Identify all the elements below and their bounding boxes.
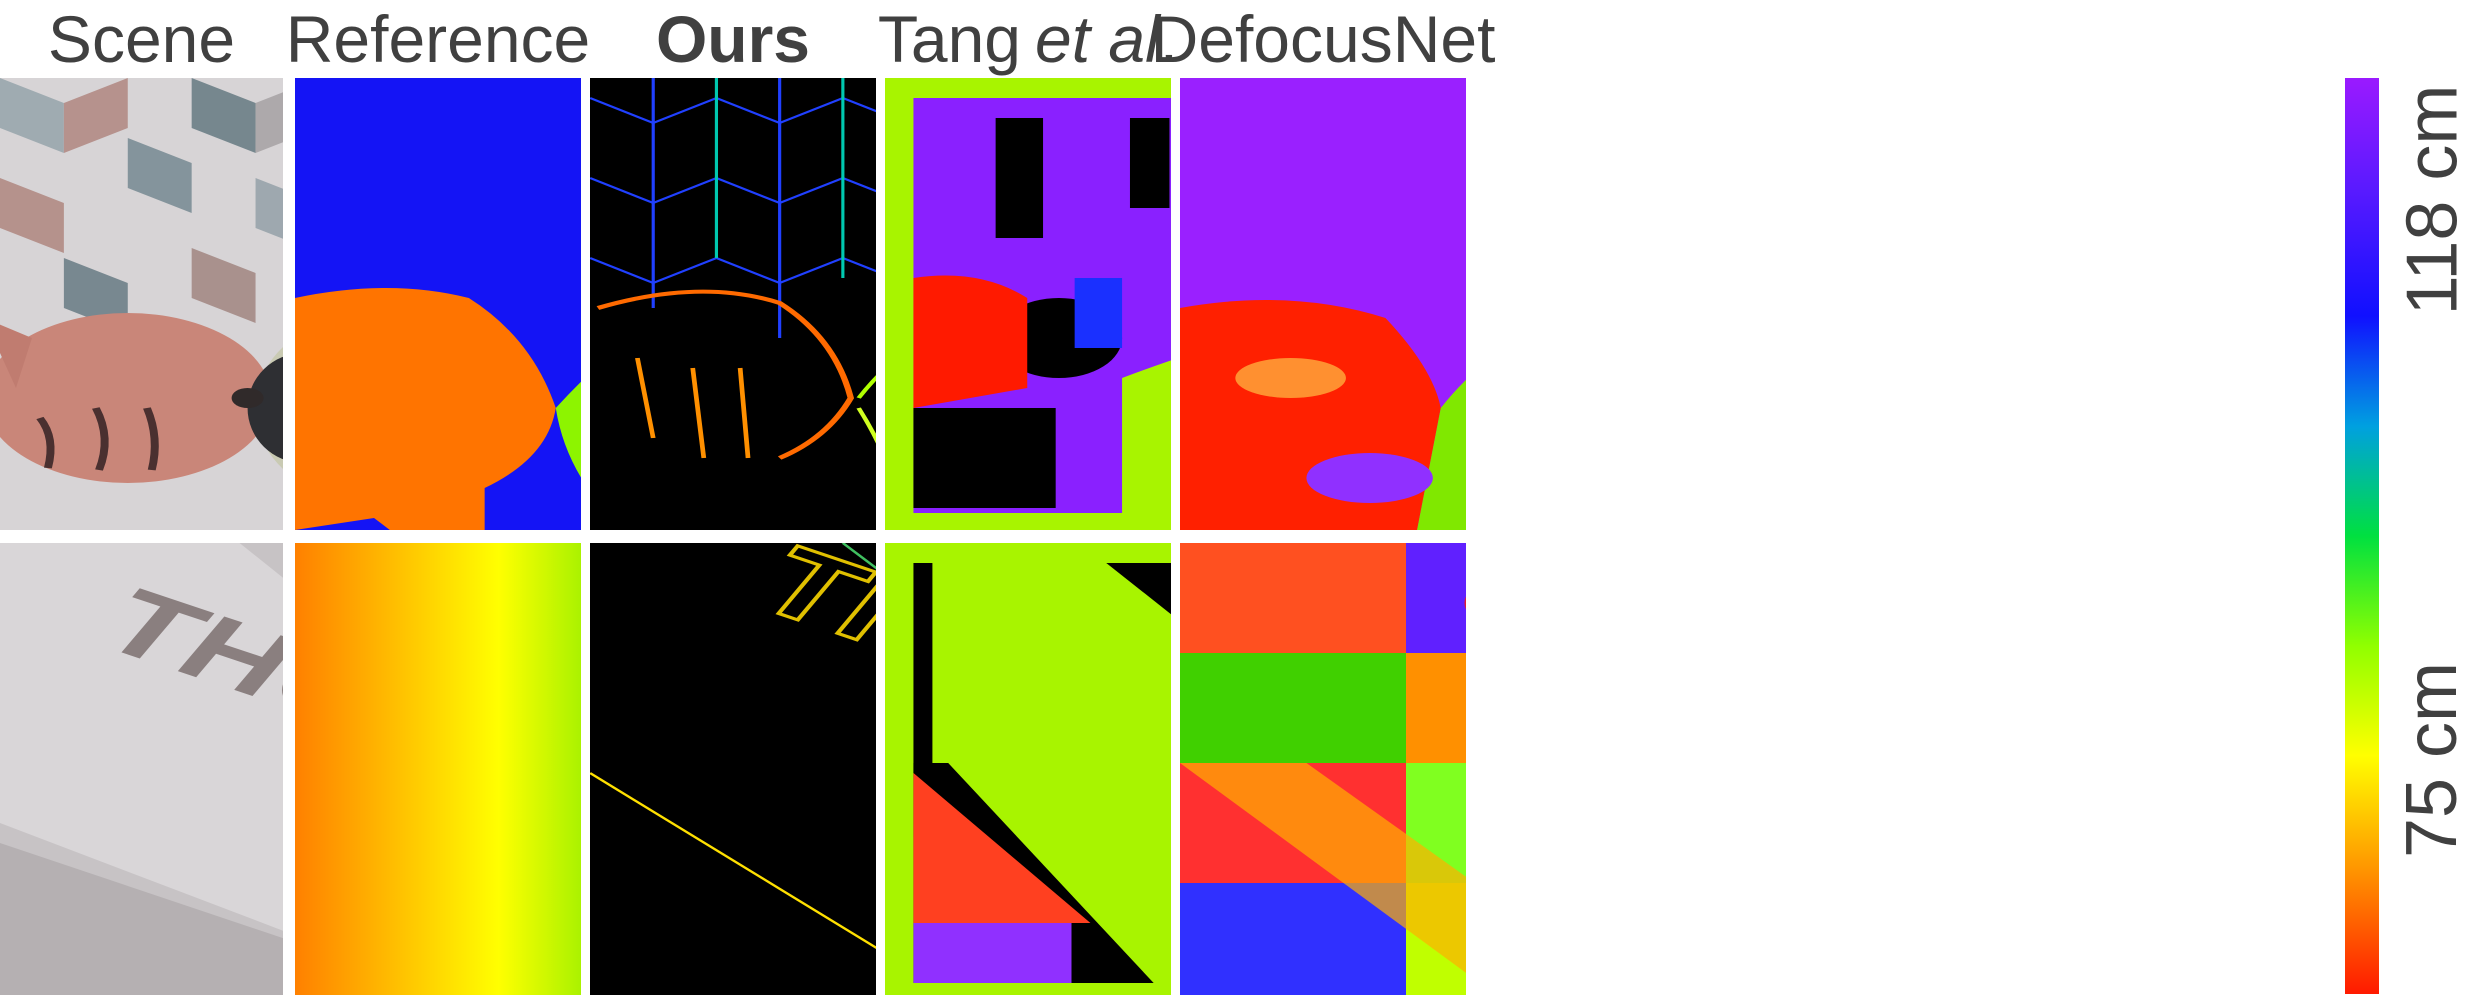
header-tang: Tang et al. xyxy=(878,0,1178,78)
depth-colorbar xyxy=(2345,78,2379,994)
panel-reference-fish xyxy=(295,78,581,530)
ours-thorlabs-depth: THORLABS xyxy=(590,543,876,995)
tang-fish-depth xyxy=(885,78,1171,530)
panel-ours-fish xyxy=(590,78,876,530)
header-reference: Reference xyxy=(286,0,591,78)
header-reference-text: Reference xyxy=(285,2,591,76)
header-scene: Scene xyxy=(0,0,283,78)
scene-thorlabs-image: THORLABS xyxy=(0,543,283,995)
panel-defocusnet-fish xyxy=(1180,78,1466,530)
panel-defocusnet-thorlabs xyxy=(1180,543,1466,995)
header-scene-text: Scene xyxy=(47,2,236,76)
header-defocusnet: DefocusNet xyxy=(1151,0,1496,78)
defocusnet-thorlabs-depth xyxy=(1180,543,1466,995)
reference-fish-depth xyxy=(295,78,581,530)
header-tang-prefix: Tang xyxy=(877,2,1022,76)
panel-scene-fish xyxy=(0,78,283,530)
colorbar-bottom-label: 75 cm xyxy=(2392,661,2473,859)
panel-scene-thorlabs: THORLABS xyxy=(0,543,283,995)
header-tang-suffix: . xyxy=(1159,2,1179,76)
ours-fish-depth xyxy=(590,78,876,530)
header-defocusnet-text: DefocusNet xyxy=(1150,2,1496,76)
panel-tang-fish xyxy=(885,78,1171,530)
reference-thorlabs-depth xyxy=(295,543,581,995)
header-tang-italic: et al xyxy=(1035,2,1160,76)
defocusnet-fish-depth xyxy=(1180,78,1466,530)
colorbar-top-label: 118 cm xyxy=(2391,84,2472,316)
header-ours: Ours xyxy=(590,0,876,78)
panel-ours-thorlabs: THORLABS xyxy=(590,543,876,995)
panel-tang-thorlabs xyxy=(885,543,1171,995)
tang-thorlabs-depth xyxy=(885,543,1171,995)
panel-reference-thorlabs xyxy=(295,543,581,995)
header-ours-text: Ours xyxy=(655,2,811,76)
scene-fish-image xyxy=(0,78,283,530)
